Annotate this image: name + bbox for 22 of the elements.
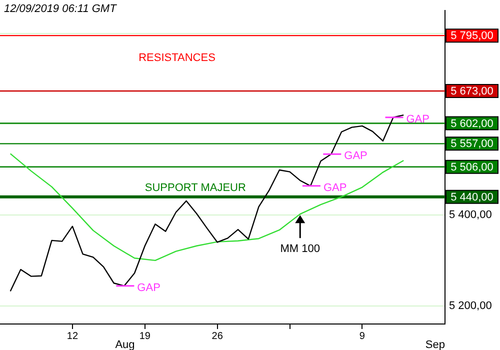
ref-line-label: 5 602,00: [450, 118, 494, 130]
annotation: RESISTANCES: [138, 52, 216, 64]
annotation: GAP: [137, 282, 160, 294]
x-tick-label: 9: [359, 330, 366, 342]
ref-line-label: 5 440,00: [450, 191, 494, 204]
annotation: MM 100: [280, 243, 320, 256]
ref-line-label: 5 795,00: [450, 30, 494, 42]
annotation: GAP: [344, 150, 368, 162]
annotation: GAP: [323, 182, 347, 194]
x-tick-label: 26: [212, 330, 224, 342]
annotation: GAP: [406, 113, 430, 126]
y-tick-label: 5 400,00: [449, 209, 492, 222]
y-tick-label: 5 200,00: [449, 300, 492, 312]
x-tick-label: 12: [66, 330, 78, 342]
ref-line-label: 5 506,00: [450, 161, 494, 174]
annotation: SUPPORT MAJEUR: [144, 182, 246, 194]
text: Aug: [115, 339, 135, 350]
text: Sep: [425, 339, 445, 350]
ref-line-label: 5 673,00: [450, 86, 494, 98]
ref-line-label: 5 557,00: [450, 138, 494, 150]
annotation: 12/09/2019 06:11 GMT: [4, 3, 118, 15]
x-tick-label: 19: [139, 330, 151, 342]
